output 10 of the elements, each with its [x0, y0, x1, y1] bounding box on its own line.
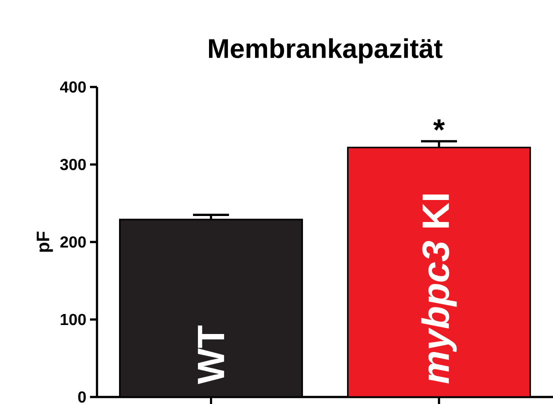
y-tick-label: 100 — [60, 314, 86, 326]
y-axis-title: pF — [36, 232, 53, 252]
x-tick-label: mybpc3 KI — [421, 194, 457, 384]
y-tick-label: 200 — [60, 236, 86, 248]
x-tick-label: WT — [198, 325, 224, 384]
y-tick-label: 0 — [78, 391, 86, 403]
y-tick-label: 400 — [60, 81, 86, 93]
annotation: * — [433, 119, 445, 131]
chart-title: Membrankapazität — [209, 38, 442, 64]
y-tick-label: 300 — [60, 158, 86, 170]
